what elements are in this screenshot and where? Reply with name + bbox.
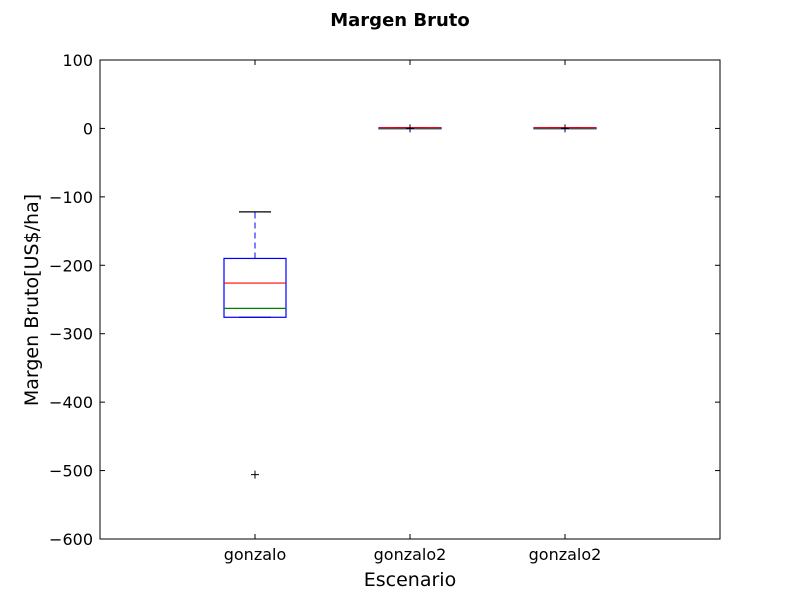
boxes-layer	[223, 124, 597, 479]
box-3	[533, 124, 597, 133]
y-tick-label: −200	[49, 256, 93, 275]
outlier-marker	[251, 470, 259, 479]
x-tick-label: gonzalo	[224, 545, 287, 564]
box-1	[223, 211, 287, 479]
outlier-marker	[406, 124, 414, 133]
y-tick-label: −500	[49, 462, 93, 481]
box-2	[378, 124, 442, 133]
x-tick-label: gonzalo2	[529, 545, 602, 564]
y-axis-label: Margen Bruto[US$/ha]	[21, 194, 43, 406]
y-tick-label: −600	[49, 530, 93, 549]
x-tick-label: gonzalo2	[374, 545, 447, 564]
x-axis: gonzalo gonzalo2 gonzalo2	[224, 60, 602, 564]
x-axis-label: Escenario	[364, 569, 456, 591]
y-tick-label: −100	[49, 188, 93, 207]
y-tick-label: −300	[49, 325, 93, 344]
outlier-marker	[561, 124, 569, 133]
chart-title: Margen Bruto	[330, 10, 470, 31]
plot-area	[99, 59, 721, 540]
box-body	[223, 257, 287, 318]
y-axis: 100 0 −100 −200 −300 −400 −500 −600	[49, 51, 720, 549]
y-tick-label: −400	[49, 393, 93, 412]
y-tick-label: 100	[62, 51, 93, 70]
y-tick-label: 0	[83, 119, 93, 138]
